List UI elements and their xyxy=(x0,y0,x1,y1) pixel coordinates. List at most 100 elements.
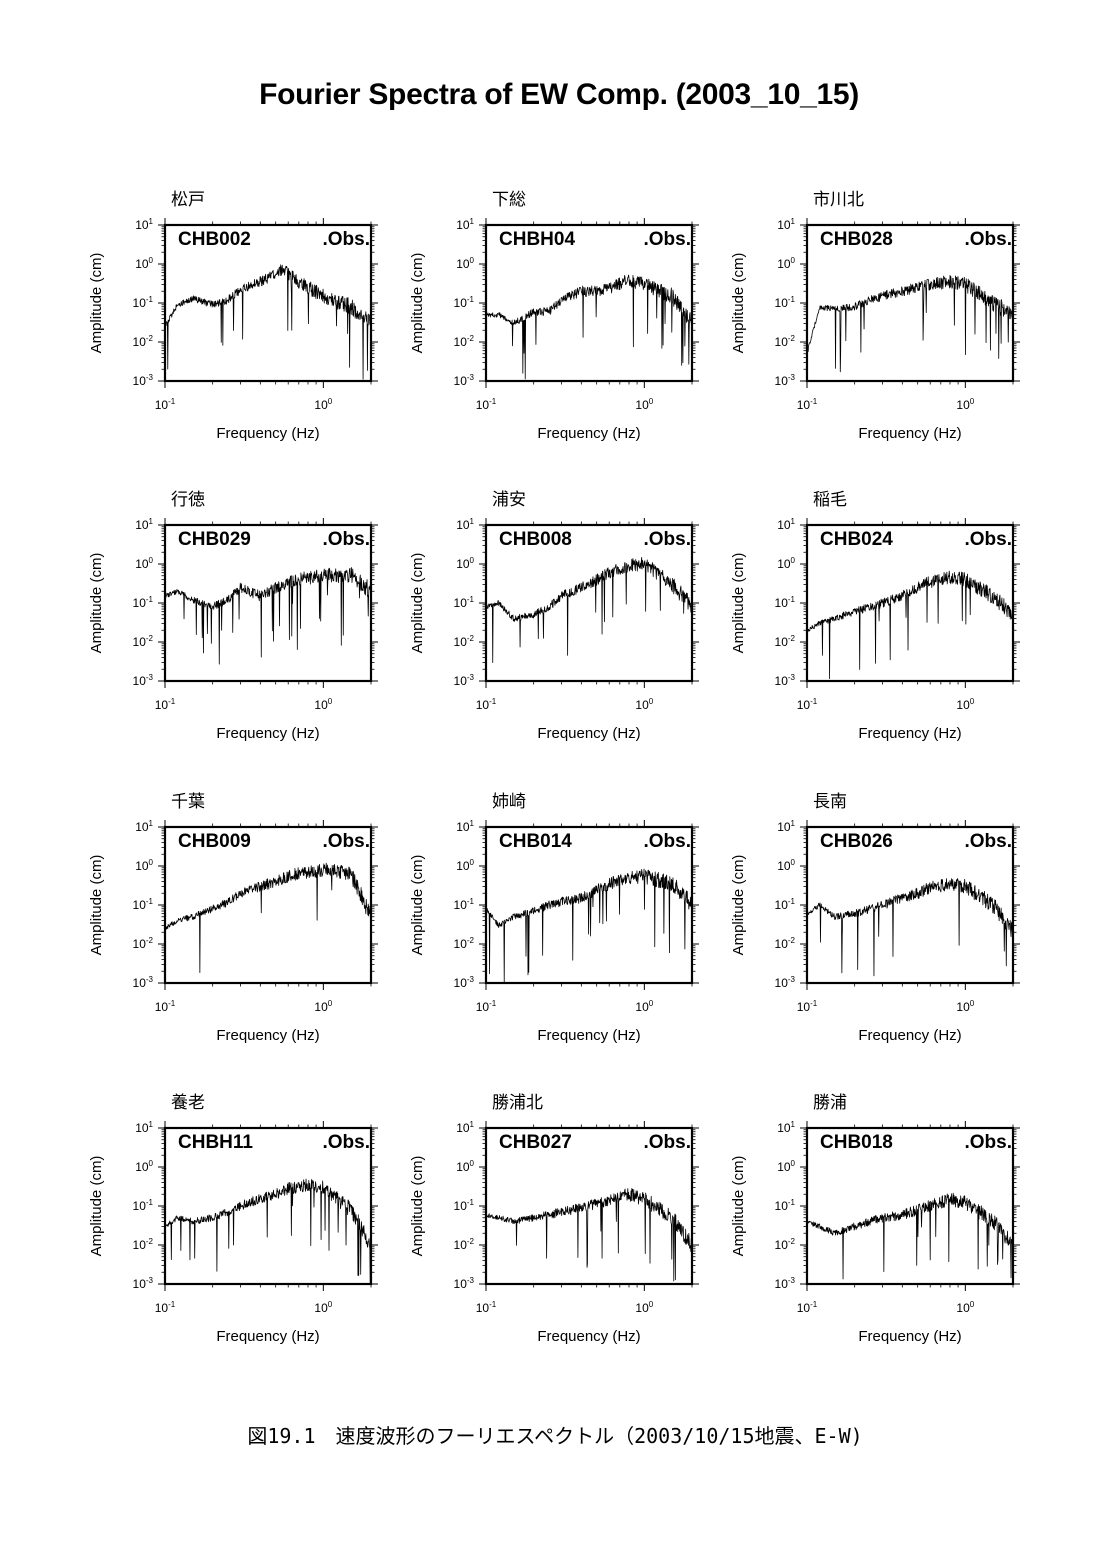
y-tick-label: 10-3 xyxy=(775,673,796,688)
y-tick-label: 10-2 xyxy=(775,634,796,649)
y-axis-label: Amplitude (cm) xyxy=(88,253,105,354)
series-label: .Obs. xyxy=(643,529,691,550)
y-tick-label: 100 xyxy=(135,256,153,271)
y-axis-label: Amplitude (cm) xyxy=(409,1156,426,1257)
x-axis-label: Frequency (Hz) xyxy=(537,1328,640,1345)
station-code: CHB018 xyxy=(820,1132,893,1153)
y-tick-label: 10-2 xyxy=(775,1237,796,1252)
spectrum-line xyxy=(806,1192,1014,1280)
x-axis-label: Frequency (Hz) xyxy=(537,1027,640,1044)
station-name: 市川北 xyxy=(813,190,864,210)
y-tick-label: 10-1 xyxy=(454,595,475,610)
spectrum-line xyxy=(806,878,1014,977)
x-tick-label: 10-1 xyxy=(797,999,818,1014)
y-tick-label: 10-3 xyxy=(775,373,796,388)
y-axis-label: Amplitude (cm) xyxy=(730,855,747,956)
y-tick-label: 10-2 xyxy=(133,634,154,649)
station-code: CHB009 xyxy=(178,831,251,852)
station-name: 養老 xyxy=(171,1093,205,1113)
y-axis-label: Amplitude (cm) xyxy=(730,553,747,654)
spectrum-line xyxy=(485,1188,693,1282)
x-axis-label: Frequency (Hz) xyxy=(216,425,319,442)
y-tick-label: 101 xyxy=(777,819,795,834)
y-tick-label: 10-2 xyxy=(133,936,154,951)
x-tick-label: 100 xyxy=(956,1300,974,1315)
x-tick-label: 100 xyxy=(314,697,332,712)
x-tick-label: 100 xyxy=(635,999,653,1014)
station-code: CHBH11 xyxy=(178,1132,253,1153)
y-tick-label: 101 xyxy=(135,517,153,532)
y-tick-label: 100 xyxy=(456,858,474,873)
station-name: 下総 xyxy=(492,190,526,210)
y-tick-label: 10-2 xyxy=(454,1237,475,1252)
x-tick-label: 100 xyxy=(314,1300,332,1315)
y-tick-label: 10-3 xyxy=(454,1276,475,1291)
spectrum-line xyxy=(485,274,693,380)
x-tick-label: 100 xyxy=(314,999,332,1014)
y-tick-label: 10-1 xyxy=(454,295,475,310)
y-tick-label: 10-2 xyxy=(775,334,796,349)
y-tick-label: 10-3 xyxy=(775,975,796,990)
y-tick-label: 10-1 xyxy=(775,295,796,310)
x-axis-label: Frequency (Hz) xyxy=(216,1328,319,1345)
x-axis-label: Frequency (Hz) xyxy=(858,725,961,742)
station-code: CHB024 xyxy=(820,529,893,550)
x-tick-label: 10-1 xyxy=(155,999,176,1014)
station-code: CHB029 xyxy=(178,529,251,550)
station-code: CHB027 xyxy=(499,1132,572,1153)
x-tick-label: 10-1 xyxy=(797,1300,818,1315)
station-name: 勝浦 xyxy=(813,1093,847,1113)
station-name: 勝浦北 xyxy=(492,1093,543,1113)
x-tick-label: 100 xyxy=(635,397,653,412)
y-tick-label: 10-2 xyxy=(775,936,796,951)
y-tick-label: 10-3 xyxy=(133,673,154,688)
series-label: .Obs. xyxy=(643,1132,691,1153)
y-tick-label: 101 xyxy=(135,819,153,834)
spectrum-line xyxy=(485,868,693,983)
station-name: 浦安 xyxy=(492,490,526,510)
figure-caption: 図19.1 速度波形のフーリエスペクトル（2003/10/15地震、E-W) xyxy=(247,1424,863,1448)
station-code: CHB014 xyxy=(499,831,572,852)
y-tick-label: 100 xyxy=(456,256,474,271)
series-label: .Obs. xyxy=(964,529,1012,550)
x-tick-label: 100 xyxy=(635,1300,653,1315)
y-tick-label: 10-1 xyxy=(133,595,154,610)
y-tick-label: 10-3 xyxy=(133,975,154,990)
y-tick-label: 101 xyxy=(777,217,795,232)
y-tick-label: 10-1 xyxy=(133,897,154,912)
series-label: .Obs. xyxy=(643,229,691,250)
y-axis-label: Amplitude (cm) xyxy=(409,253,426,354)
y-axis-label: Amplitude (cm) xyxy=(88,855,105,956)
y-tick-label: 101 xyxy=(777,517,795,532)
y-tick-label: 101 xyxy=(456,217,474,232)
series-label: .Obs. xyxy=(643,831,691,852)
y-tick-label: 10-1 xyxy=(775,595,796,610)
series-label: .Obs. xyxy=(322,831,370,852)
y-tick-label: 10-3 xyxy=(133,373,154,388)
station-code: CHB028 xyxy=(820,229,893,250)
station-name: 長南 xyxy=(813,792,847,812)
station-code: CHB008 xyxy=(499,529,572,550)
x-tick-label: 10-1 xyxy=(476,697,497,712)
y-tick-label: 10-3 xyxy=(454,673,475,688)
y-tick-label: 100 xyxy=(777,858,795,873)
x-tick-label: 100 xyxy=(956,397,974,412)
x-axis-label: Frequency (Hz) xyxy=(858,425,961,442)
y-axis-label: Amplitude (cm) xyxy=(88,1156,105,1257)
x-tick-label: 100 xyxy=(314,397,332,412)
station-name: 稲毛 xyxy=(813,490,847,510)
y-axis-label: Amplitude (cm) xyxy=(730,253,747,354)
station-code: CHB002 xyxy=(178,229,251,250)
y-tick-label: 10-2 xyxy=(133,1237,154,1252)
series-label: .Obs. xyxy=(964,831,1012,852)
spectrum-line xyxy=(164,264,372,380)
y-tick-label: 100 xyxy=(135,858,153,873)
